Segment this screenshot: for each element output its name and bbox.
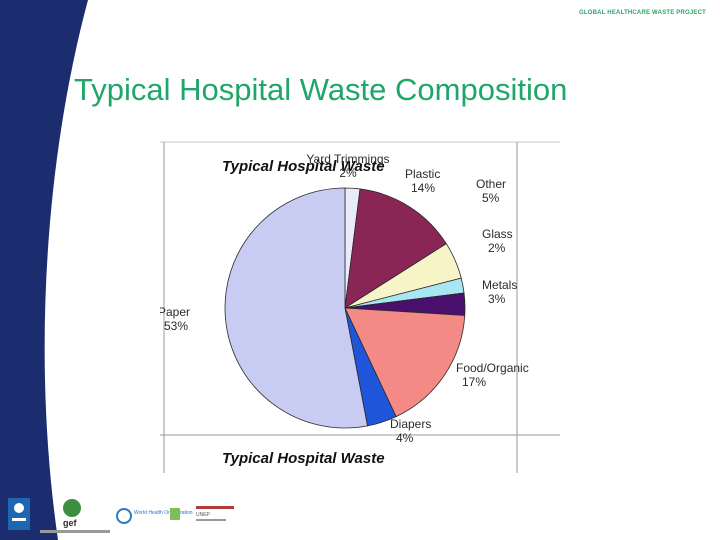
- footer-logos: gef World Health Organization UNEP: [8, 498, 234, 533]
- pie-label-plastic: Plastic: [405, 167, 440, 181]
- pie-value-metals: 3%: [488, 292, 506, 306]
- project-tag: GLOBAL HEALTHCARE WASTE PROJECT: [579, 10, 706, 16]
- page-title: Typical Hospital Waste Composition: [74, 72, 568, 107]
- pie-value-yard-trimmings: 2%: [339, 166, 357, 180]
- pie-label-glass: Glass: [482, 227, 513, 241]
- pie-slice-paper: [224, 187, 368, 429]
- chart-title-top: Typical Hospital Waste: [222, 158, 385, 175]
- pie-slice-food-organic: [344, 307, 466, 418]
- pie-value-paper: 53%: [164, 319, 188, 333]
- pie-slices: [224, 187, 466, 429]
- pie-label-other: Other: [476, 177, 506, 191]
- unep-logo: UNEP: [170, 506, 234, 521]
- pie-label-paper: Paper: [160, 305, 190, 319]
- who-logo-text: World Health Organization: [134, 510, 193, 516]
- decorative-blue-band: [0, 0, 88, 540]
- pie-value-glass: 2%: [488, 241, 506, 255]
- unep-logo-text: UNEP: [196, 512, 211, 518]
- pie-value-diapers: 4%: [396, 431, 414, 445]
- undp-logo: [8, 498, 30, 530]
- pie-value-other: 5%: [482, 191, 500, 205]
- who-logo: World Health Organization: [116, 508, 193, 524]
- chart-title-bottom: Typical Hospital Waste: [222, 450, 385, 467]
- pie-label-diapers: Diapers: [390, 417, 431, 431]
- pie-value-plastic: 14%: [411, 181, 435, 195]
- pie-value-food-organic: 17%: [462, 375, 486, 389]
- pie-slice-plastic: [344, 188, 447, 309]
- pie-label-food-organic: Food/Organic: [456, 361, 529, 375]
- gef-logo: gef: [40, 499, 110, 533]
- chart-image: Typical Hospital Waste Yard Trimmings 2% P…: [158, 138, 560, 473]
- pie-label-yard-trimmings: Yard Trimmings: [306, 152, 389, 166]
- gef-logo-text: gef: [63, 518, 78, 528]
- pie-label-metals: Metals: [482, 278, 517, 292]
